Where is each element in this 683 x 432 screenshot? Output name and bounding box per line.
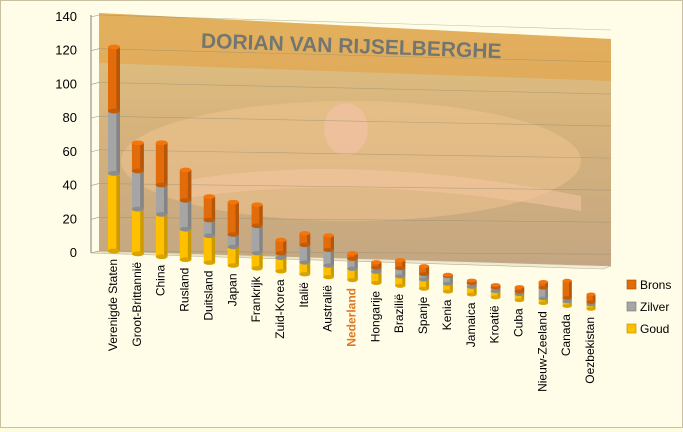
x-tick-label: Rusland bbox=[178, 268, 192, 312]
bar-brons bbox=[562, 278, 572, 300]
gridline bbox=[90, 149, 100, 153]
x-tick-label: Nederland bbox=[345, 288, 359, 347]
x-tick-label: Frankrijk bbox=[249, 275, 263, 322]
gridline bbox=[90, 14, 100, 18]
y-tick-label: 140 bbox=[55, 9, 77, 24]
y-axis: 0 20 40 60 80 100 120 140 bbox=[55, 9, 92, 260]
bar-brons bbox=[395, 258, 406, 271]
bar-brons bbox=[538, 280, 548, 290]
bar-zilver bbox=[108, 108, 120, 176]
bar-brons bbox=[347, 251, 358, 261]
bar-brons bbox=[131, 140, 144, 174]
gridline bbox=[90, 250, 100, 254]
bar-brons bbox=[419, 264, 430, 277]
x-tick-label: Kroatië bbox=[488, 305, 502, 343]
bar-brons bbox=[251, 202, 263, 229]
bar-brons bbox=[371, 260, 382, 270]
legend-item-goud: Goud bbox=[626, 322, 669, 336]
bars bbox=[108, 44, 596, 311]
x-tick-label: Canada bbox=[559, 314, 573, 356]
x-tick-label: Jamaica bbox=[464, 302, 478, 347]
gridline bbox=[90, 115, 100, 119]
bar-brons bbox=[490, 283, 501, 290]
bar-brons bbox=[227, 199, 239, 237]
bar-zilver bbox=[131, 168, 144, 212]
x-tick-label: Verenigde Staten bbox=[106, 259, 120, 351]
gridline bbox=[90, 183, 100, 186]
y-tick-label: 40 bbox=[63, 178, 77, 193]
bar-brons bbox=[586, 292, 596, 305]
x-tick-label: Groot-Brittannië bbox=[130, 262, 144, 347]
svg-text:Zilver: Zilver bbox=[640, 300, 669, 314]
x-tick-label: Oezbekistan bbox=[583, 317, 597, 384]
bar-brons bbox=[179, 167, 192, 203]
bar-zilver bbox=[179, 198, 192, 232]
gridline bbox=[90, 216, 100, 220]
bar-goud bbox=[155, 212, 168, 260]
bar-goud bbox=[203, 233, 216, 265]
x-tick-label: Duitsland bbox=[201, 271, 215, 321]
x-tick-label: Japan bbox=[225, 274, 239, 307]
gridline bbox=[98, 149, 612, 159]
bar-brons bbox=[299, 231, 311, 248]
y-tick-label: 100 bbox=[55, 76, 77, 91]
bar-zilver bbox=[155, 182, 168, 217]
x-axis: Verenigde Staten Groot-Brittannië China Rus… bbox=[106, 259, 597, 392]
background-photo: DORIAN VAN RIJSELBERGHE bbox=[99, 13, 611, 266]
legend-item-zilver: Zilver bbox=[626, 300, 669, 314]
gridline bbox=[98, 82, 612, 95]
x-tick-label: Cuba bbox=[511, 308, 525, 337]
svg-text:Brons: Brons bbox=[640, 278, 671, 292]
gridline bbox=[98, 48, 612, 63]
bar-brons bbox=[203, 194, 216, 223]
bar-brons bbox=[514, 285, 525, 294]
bar-brons bbox=[108, 44, 120, 114]
bar-goud bbox=[179, 226, 192, 263]
legend-item-brons: Brons bbox=[626, 278, 671, 292]
x-tick-label: Zuid-Korea bbox=[273, 279, 287, 339]
y-tick-label: 80 bbox=[63, 110, 77, 125]
bar-brons bbox=[466, 278, 477, 286]
x-tick-label: Italië bbox=[297, 282, 311, 308]
bar-goud bbox=[131, 206, 144, 257]
gridline bbox=[98, 14, 612, 31]
x-tick-label: Hongarije bbox=[368, 291, 382, 343]
y-tick-label: 0 bbox=[70, 245, 77, 260]
x-tick-label: Kenia bbox=[440, 299, 454, 330]
x-tick-label: China bbox=[154, 264, 168, 296]
x-tick-label: Nieuw-Zeeland bbox=[535, 311, 549, 392]
gridline bbox=[90, 48, 100, 52]
bar-brons bbox=[275, 237, 287, 256]
bar-zilver bbox=[251, 223, 263, 256]
bar-brons bbox=[155, 140, 168, 188]
bar-brons bbox=[323, 233, 334, 252]
bar-brons bbox=[442, 272, 453, 279]
y-tick-label: 20 bbox=[63, 211, 77, 226]
legend: Brons Zilver Goud bbox=[626, 278, 671, 336]
gridline bbox=[98, 115, 612, 127]
x-tick-label: Australië bbox=[321, 285, 335, 332]
y-tick-label: 60 bbox=[63, 144, 77, 159]
svg-text:Goud: Goud bbox=[640, 322, 669, 336]
y-tick-label: 120 bbox=[55, 43, 77, 58]
gridline bbox=[90, 82, 100, 85]
bar-goud bbox=[108, 171, 120, 254]
x-tick-label: Spanje bbox=[416, 296, 430, 334]
x-tick-label: Brazilië bbox=[392, 293, 406, 333]
